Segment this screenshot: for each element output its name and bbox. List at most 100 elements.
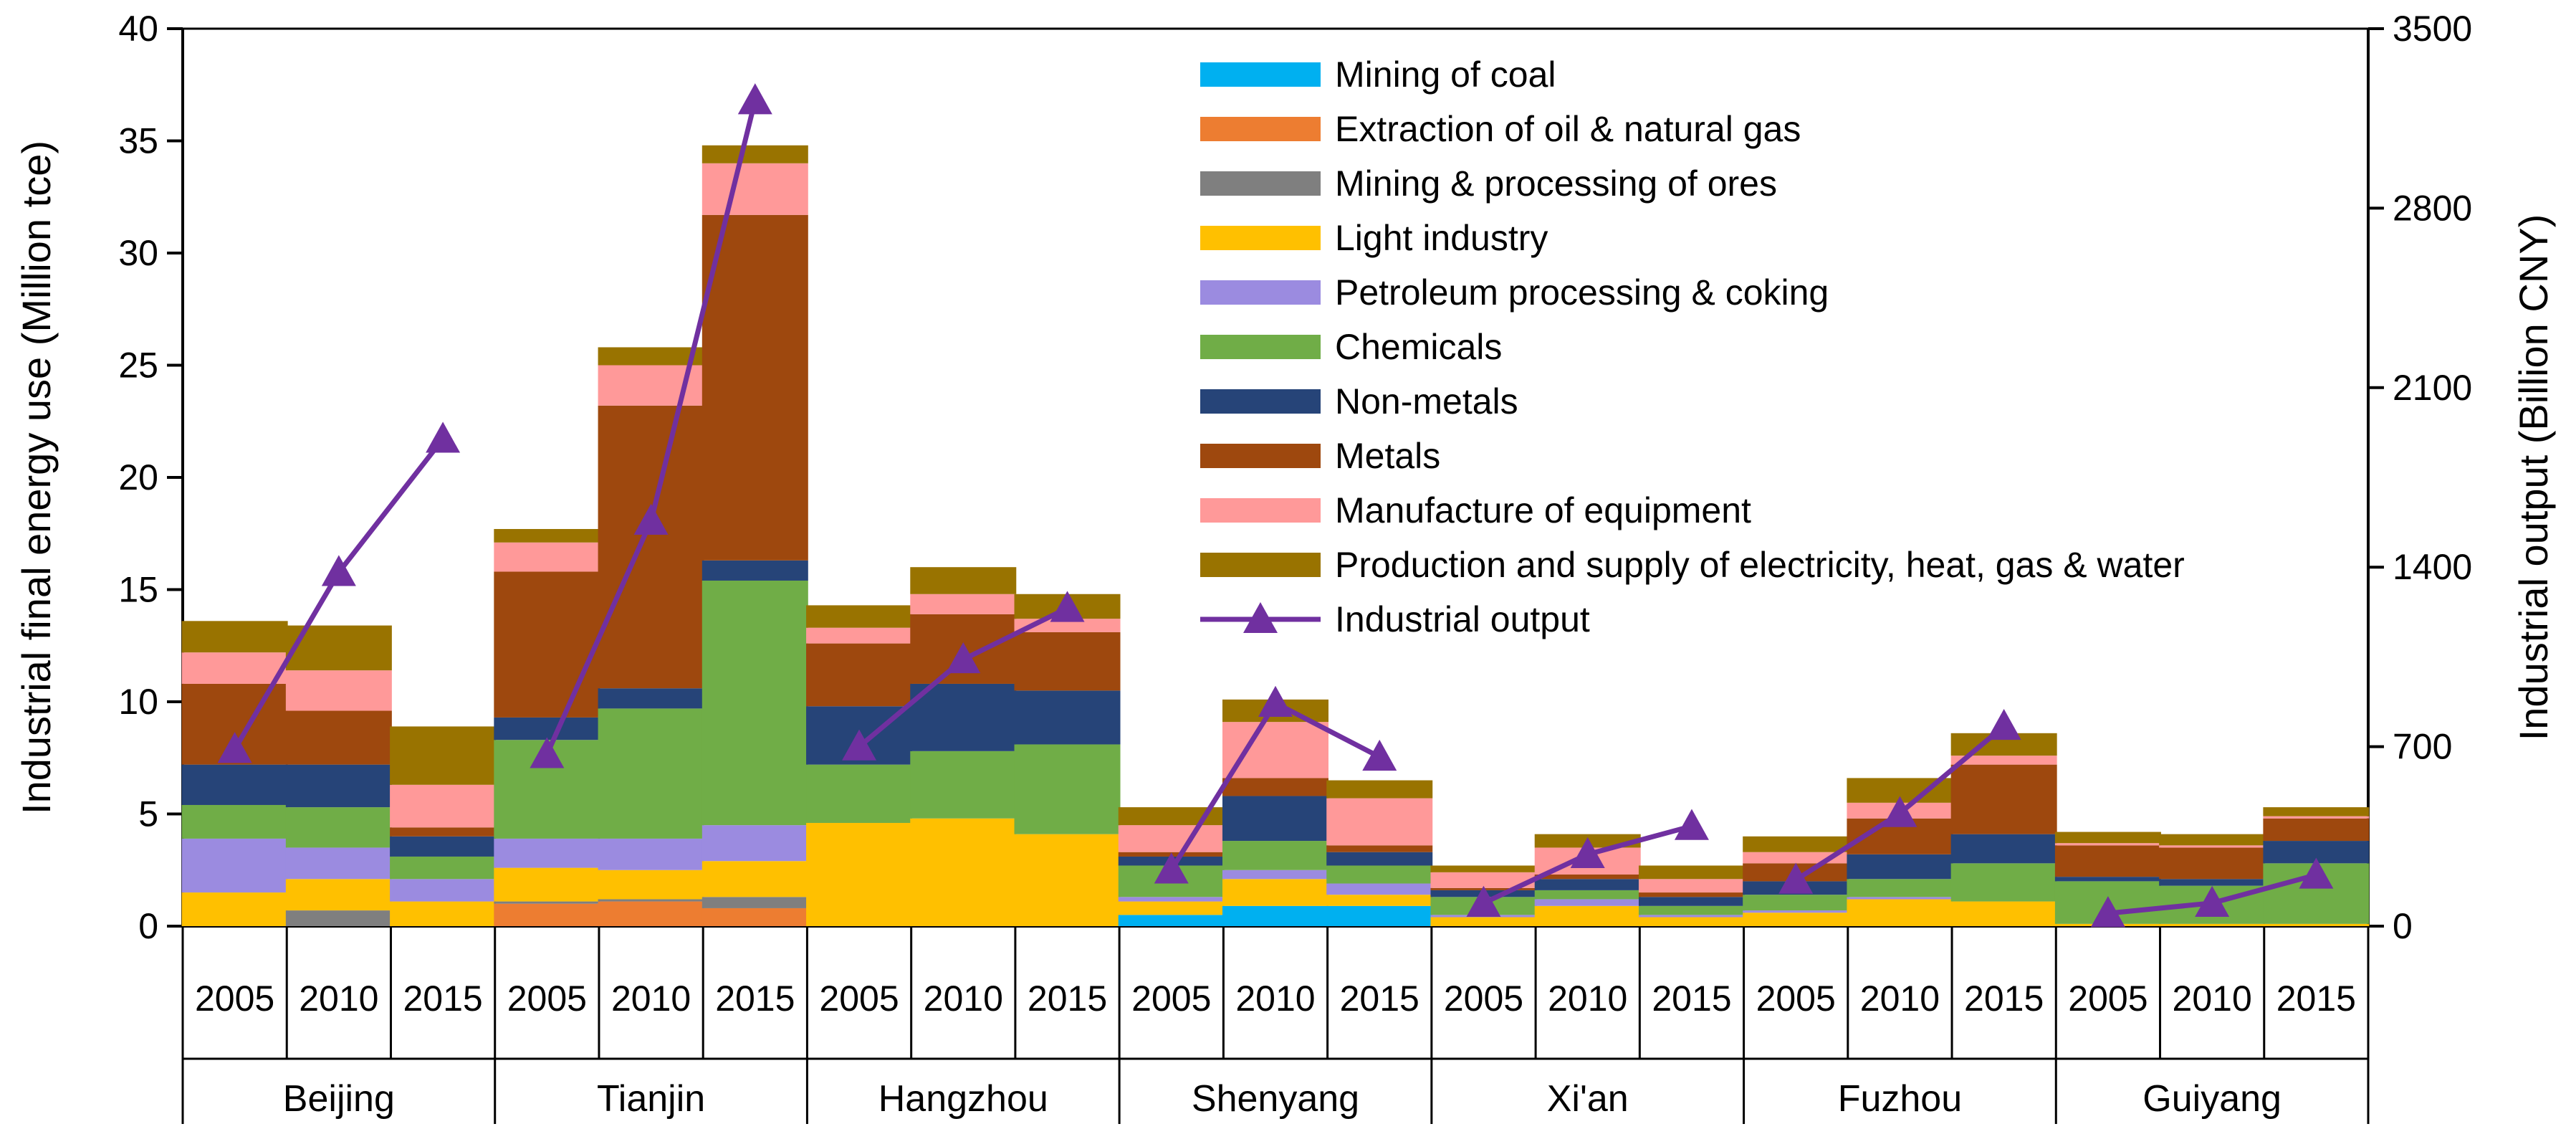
right-tick-label: 700 — [2393, 727, 2452, 767]
left-tick-label: 40 — [118, 9, 158, 49]
bar-segment — [1430, 917, 1537, 926]
bar-segment — [1014, 632, 1121, 691]
left-tick-label: 25 — [118, 346, 158, 386]
bar-segment — [2263, 807, 2370, 816]
output-point-marker — [321, 555, 356, 586]
bar-segment — [285, 879, 392, 911]
bar-segment — [2263, 818, 2370, 842]
bar-segment — [1743, 913, 1849, 926]
bar-segment — [1014, 834, 1121, 926]
output-point-marker — [1050, 591, 1085, 622]
output-point-marker — [1362, 739, 1397, 771]
output-point-marker — [2090, 896, 2125, 928]
bar-segment — [1534, 905, 1641, 926]
bar-segment — [1847, 854, 1953, 880]
bar-segment — [598, 405, 704, 689]
left-tick-label: 5 — [138, 794, 158, 834]
bar-segment — [1847, 897, 1953, 900]
bar-segment — [702, 861, 808, 897]
left-tick-label: 0 — [138, 906, 158, 946]
year-label: 2005 — [1756, 978, 1836, 1019]
bar-segment — [806, 823, 913, 926]
bar-segment — [1222, 841, 1328, 870]
bar-segment — [2159, 845, 2266, 848]
bar-segment — [1534, 890, 1641, 900]
bar-segment — [1847, 899, 1953, 926]
city-label: Xi'an — [1547, 1078, 1629, 1120]
output-point-marker — [1466, 885, 1501, 918]
year-label: 2005 — [1131, 978, 1211, 1019]
bar-segment — [181, 892, 288, 926]
year-label: 2015 — [1028, 978, 1107, 1019]
legend-label: Light industry — [1335, 218, 1548, 258]
bar-segment — [1014, 744, 1121, 834]
bar-segment — [285, 910, 392, 926]
bar-segment — [494, 542, 600, 572]
right-tick-label: 2100 — [2393, 368, 2472, 408]
bar-segment — [1430, 865, 1537, 872]
legend-swatch — [1200, 171, 1321, 196]
output-point-marker — [1154, 852, 1189, 884]
y-axis-title-right: Industrial output (Billion CNY) — [2511, 214, 2556, 741]
bar-segment — [181, 838, 288, 893]
bar-segment — [1950, 834, 2057, 864]
bar-segment — [494, 867, 600, 902]
bar-segment — [1743, 910, 1849, 913]
output-point-marker — [737, 83, 772, 115]
bar-segment — [1222, 905, 1328, 926]
year-label: 2015 — [1652, 978, 1731, 1019]
bar-segment — [1326, 852, 1433, 866]
bar-segment — [181, 804, 288, 839]
year-label: 2005 — [819, 978, 899, 1019]
bar-segment — [806, 605, 913, 628]
year-label: 2010 — [611, 978, 691, 1019]
bar-segment — [2159, 879, 2266, 886]
bar-segment — [910, 683, 1017, 751]
bar-segment — [1638, 915, 1745, 918]
city-label: Fuzhou — [1838, 1078, 1962, 1120]
output-point-marker — [217, 732, 252, 763]
bar-segment — [2263, 923, 2370, 926]
bar-segment — [1743, 836, 1849, 852]
y-axis-title-left: Industrial final energy use (Million tce… — [14, 140, 59, 814]
bar-segment — [390, 784, 497, 828]
bar-segment — [598, 870, 704, 900]
legend-swatch — [1200, 553, 1321, 577]
legend-label: Metals — [1335, 436, 1440, 476]
year-label: 2010 — [2173, 978, 2252, 1019]
bar-segment — [1534, 899, 1641, 906]
bar-segment — [2054, 845, 2161, 877]
year-label: 2010 — [1860, 978, 1940, 1019]
bar-segment — [494, 903, 600, 926]
output-point-marker — [1882, 796, 1917, 827]
bar-segment — [1638, 879, 1745, 893]
bar-segment — [1222, 879, 1328, 906]
year-label: 2010 — [1235, 978, 1315, 1019]
bar-segment — [390, 879, 497, 902]
bar-segment — [702, 908, 808, 926]
bar-segment — [494, 838, 600, 868]
bar-segment — [1638, 865, 1745, 880]
bar-segment — [598, 347, 704, 366]
bar-segment — [390, 856, 497, 880]
bar-segment — [598, 838, 704, 870]
year-label: 2010 — [299, 978, 378, 1019]
legend-label: Extraction of oil & natural gas — [1335, 109, 1801, 149]
bar-segment — [2054, 843, 2161, 846]
bar-segment — [285, 710, 392, 765]
bar-segment — [910, 594, 1017, 614]
bar-segment — [1326, 905, 1433, 926]
bar-segment — [702, 145, 808, 163]
bar-segment — [1950, 901, 2057, 926]
bar-segment — [1638, 917, 1745, 926]
output-point-marker — [426, 421, 461, 453]
right-tick-label: 0 — [2393, 906, 2413, 946]
bar-segment — [2054, 877, 2161, 882]
year-label: 2005 — [507, 978, 587, 1019]
output-point-marker — [530, 737, 565, 768]
legend-label: Non-metals — [1335, 381, 1518, 421]
bar-segment — [1950, 863, 2057, 902]
bar-segment — [1118, 901, 1225, 915]
city-label: Hangzhou — [878, 1078, 1048, 1120]
bar-segment — [598, 688, 704, 709]
